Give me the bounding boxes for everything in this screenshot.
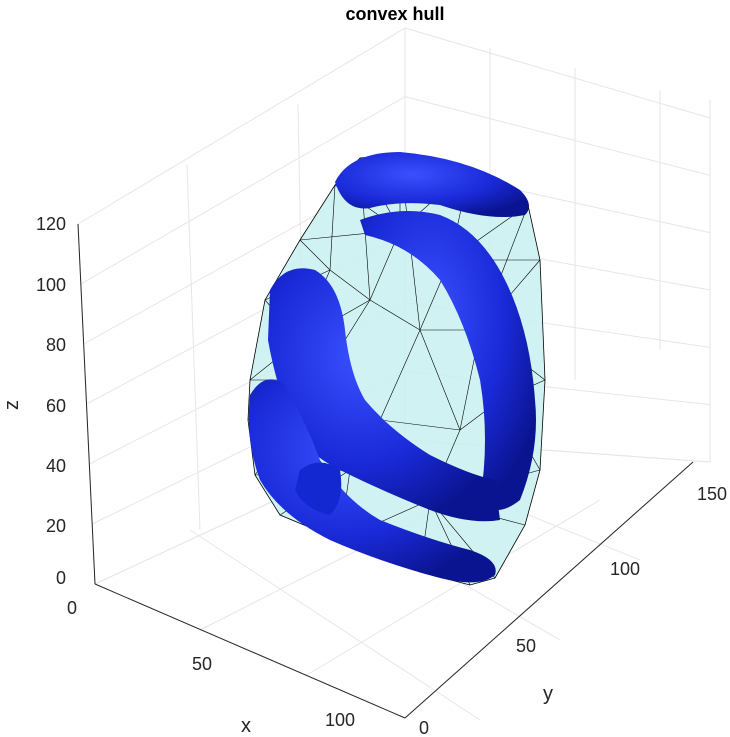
grid-line (189, 529, 481, 721)
y-axis-line (404, 461, 694, 719)
blue-left-band (268, 268, 500, 522)
x-ticks: 0 50 100 (67, 598, 355, 730)
hull-edge (299, 239, 331, 271)
x-tick-label: 50 (192, 654, 212, 674)
hull-edge (329, 184, 336, 271)
grid-line (304, 499, 601, 677)
grid-line (77, 27, 406, 225)
y-tick-label: 100 (610, 559, 640, 579)
hull-edge (379, 329, 421, 421)
blue-inner-ring (295, 462, 342, 515)
grid-line (404, 27, 711, 119)
chart-title: convex hull (345, 4, 444, 24)
y-tick-label: 0 (419, 718, 429, 737)
z-ticks: 120 100 80 60 40 20 0 (36, 214, 66, 588)
hull-edge (419, 329, 461, 431)
hull-edge (369, 299, 421, 331)
z-tick-label: 60 (46, 396, 66, 416)
blue-surface (248, 152, 536, 583)
z-tick-label: 120 (36, 214, 66, 234)
axis-lines (77, 223, 694, 719)
x-tick-label: 100 (325, 710, 355, 730)
z-tick-label: 20 (46, 516, 66, 536)
blue-right-band (360, 211, 536, 510)
x-axis-line (94, 583, 406, 719)
y-axis-label: y (543, 683, 553, 705)
x-axis-label: x (241, 715, 251, 737)
grid-line (404, 96, 711, 176)
hull-edge (329, 269, 371, 301)
z-axis-label: z (1, 400, 23, 410)
z-tick-label: 0 (56, 568, 66, 588)
z-axis-line (77, 223, 96, 585)
hull-edge (379, 419, 461, 431)
grid-line (80, 96, 406, 285)
y-ticks: 0 50 100 150 (419, 484, 727, 737)
grid-line (186, 164, 201, 531)
y-tick-label: 150 (697, 484, 727, 504)
z-tick-label: 40 (46, 456, 66, 476)
z-tick-label: 100 (36, 275, 66, 295)
x-tick-label: 0 (67, 598, 77, 618)
z-tick-label: 80 (46, 335, 66, 355)
y-tick-label: 50 (516, 636, 536, 656)
blue-top-rim (335, 152, 529, 218)
